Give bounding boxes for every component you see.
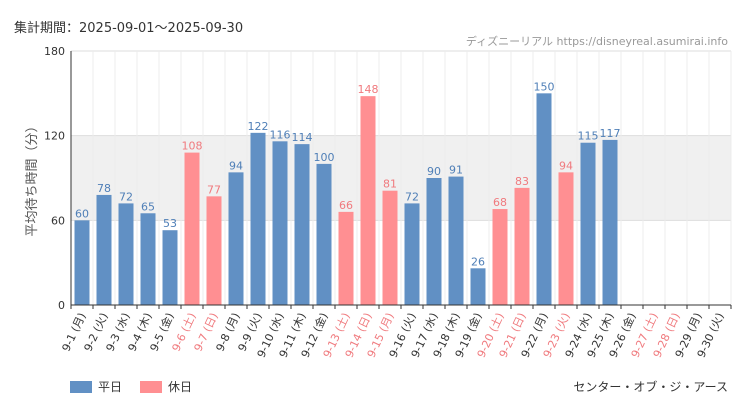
bar-9-20 <box>492 209 508 305</box>
bar-value-label-9-10: 116 <box>270 128 291 141</box>
bar-value-label-9-15: 81 <box>383 178 397 191</box>
bar-9-1 <box>74 220 90 305</box>
bar-value-label-9-21: 83 <box>515 175 529 188</box>
legend: 平日 休日 <box>70 378 210 395</box>
y-tick-label-180: 180 <box>44 45 65 58</box>
bar-9-22 <box>536 93 552 305</box>
bar-value-label-9-25: 117 <box>600 127 621 140</box>
bar-value-label-9-16: 72 <box>405 190 419 203</box>
bar-value-label-9-12: 100 <box>314 151 335 164</box>
bar-9-17 <box>426 178 442 305</box>
bar-value-label-9-20: 68 <box>493 196 507 209</box>
source-label: ディズニーリアル https://disneyreal.asumirai.inf… <box>465 35 728 48</box>
y-tick-label-120: 120 <box>44 130 65 143</box>
bar-9-23 <box>558 172 574 305</box>
legend-label-holiday: 休日 <box>168 380 193 394</box>
bar-9-13 <box>338 211 354 305</box>
bar-value-label-9-11: 114 <box>292 131 313 144</box>
bar-value-label-9-22: 150 <box>534 80 555 93</box>
bar-9-2 <box>96 194 112 305</box>
legend-item-holiday: 休日 <box>140 378 192 395</box>
bar-9-24 <box>580 142 596 305</box>
bar-value-label-9-18: 91 <box>449 164 463 177</box>
bar-value-label-9-14: 148 <box>358 83 379 96</box>
bar-value-label-9-19: 26 <box>471 255 485 268</box>
bar-value-label-9-17: 90 <box>427 165 441 178</box>
bar-value-label-9-9: 122 <box>248 120 269 133</box>
y-tick-label-0: 0 <box>58 299 65 312</box>
bar-9-6 <box>184 152 200 305</box>
bar-9-12 <box>316 163 332 305</box>
bar-9-18 <box>448 176 464 305</box>
axes <box>70 51 732 309</box>
y-tick-label-60: 60 <box>51 214 65 227</box>
bar-9-10 <box>272 141 288 305</box>
legend-label-weekday: 平日 <box>98 380 123 394</box>
bar-9-4 <box>140 213 156 305</box>
bar-value-label-9-13: 66 <box>339 199 353 212</box>
bar-value-label-9-3: 72 <box>119 190 133 203</box>
bar-9-5 <box>162 230 178 305</box>
bar-value-label-9-1: 60 <box>75 207 89 220</box>
bar-9-21 <box>514 187 530 305</box>
legend-swatch-holiday <box>140 380 163 393</box>
bars <box>74 93 618 306</box>
bar-9-15 <box>382 190 398 305</box>
bar-9-16 <box>404 203 420 305</box>
bar-value-label-9-23: 94 <box>559 159 573 172</box>
bar-9-14 <box>360 96 376 306</box>
bar-value-label-9-5: 53 <box>163 217 177 230</box>
y-tick-labels: 0 60 120 180 <box>44 45 65 312</box>
legend-swatch-weekday <box>70 380 92 393</box>
bar-9-19 <box>470 268 486 305</box>
bar-9-3 <box>118 203 134 305</box>
y-axis-title: 平均待ち時間（分） <box>25 119 40 236</box>
bar-value-label-9-8: 94 <box>229 159 243 172</box>
bar-value-label-9-6: 108 <box>182 140 203 153</box>
bar-value-label-9-2: 78 <box>97 182 111 195</box>
attraction-name: センター・オブ・ジ・アース <box>573 380 728 394</box>
bar-9-25 <box>602 139 618 305</box>
period-label: 集計期間：2025-09-01～2025-09-30 <box>14 21 244 36</box>
legend-item-weekday: 平日 <box>70 378 122 395</box>
bar-value-label-9-24: 115 <box>578 130 599 143</box>
bar-value-label-9-7: 77 <box>207 183 221 196</box>
bar-9-11 <box>294 144 310 305</box>
bar-9-9 <box>250 132 266 305</box>
bar-9-8 <box>228 172 244 305</box>
x-tick-labels: 9-1 (月)9-2 (火)9-3 (水)9-4 (木)9-5 (金)9-6 (… <box>60 310 727 359</box>
bar-value-label-9-4: 65 <box>141 200 155 213</box>
bar-9-7 <box>206 196 222 305</box>
